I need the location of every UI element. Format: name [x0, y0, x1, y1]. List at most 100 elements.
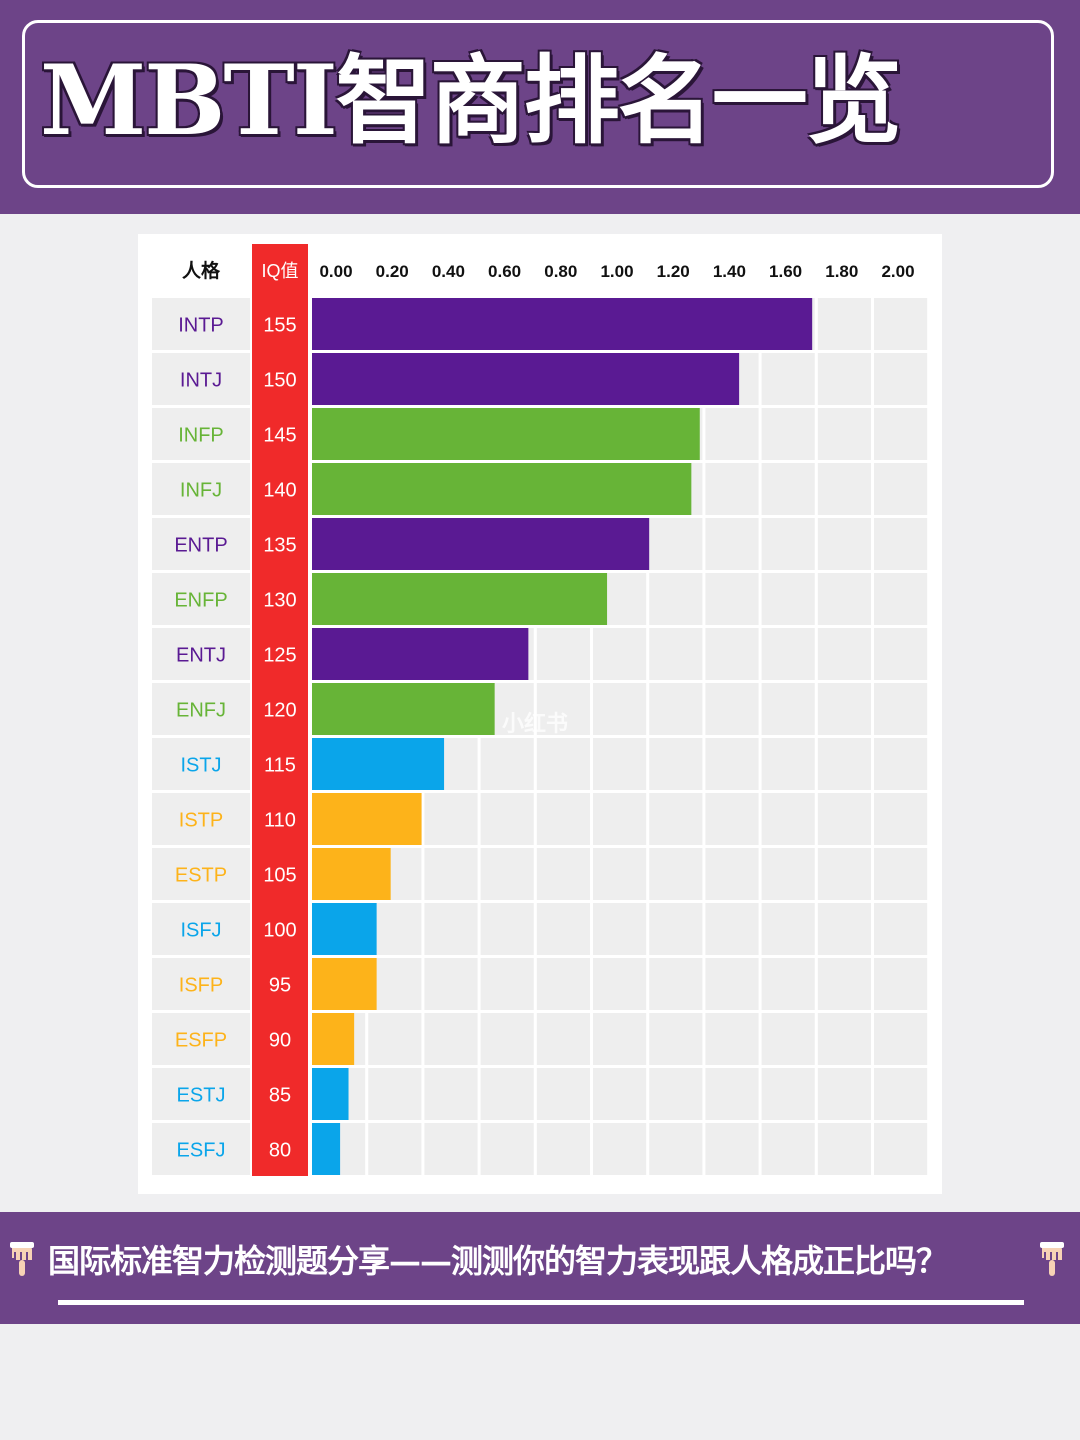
grid-cell: [536, 903, 590, 955]
type-label: ISTJ: [180, 755, 221, 777]
grid-cell: [593, 683, 647, 735]
grid-cell: [705, 903, 759, 955]
grid-cell: [705, 958, 759, 1010]
iq-label: 85: [269, 1085, 291, 1107]
grid-cell: [705, 738, 759, 790]
grid-cell: [536, 683, 590, 735]
grid-cell: [705, 683, 759, 735]
type-label: INFP: [178, 425, 224, 447]
grid-cell: [536, 738, 590, 790]
grid-cell: [817, 408, 871, 460]
type-cell: [152, 958, 250, 1010]
grid-cell: [817, 1013, 871, 1065]
grid-cell: [649, 848, 703, 900]
grid-cell: [368, 1068, 422, 1120]
type-cell: [152, 903, 250, 955]
grid-cell: [424, 1068, 478, 1120]
grid-cell: [817, 353, 871, 405]
type-cell: [152, 408, 250, 460]
type-cell: [152, 793, 250, 845]
chart-card: 人格 IQ值 0.00 0.20 0.40 0.60 0.80 1.00 1.20 1.40 1.6…: [138, 234, 942, 1194]
type-cell: [152, 1123, 250, 1175]
grid-cell: [593, 1013, 647, 1065]
grid-cell: [705, 628, 759, 680]
footer-band: [0, 1212, 1080, 1324]
type-cell: [152, 1068, 250, 1120]
grid-cell: [593, 958, 647, 1010]
grid-cell: [480, 1013, 534, 1065]
grid-cell: [705, 463, 759, 515]
bar-istp: [312, 793, 422, 845]
iq-label: 120: [263, 700, 296, 722]
grid-cell: [705, 518, 759, 570]
iq-label: 125: [263, 645, 296, 667]
bar-infj: [312, 463, 692, 515]
iq-label: 145: [263, 425, 296, 447]
type-cell: [152, 353, 250, 405]
iq-label: 150: [263, 370, 296, 392]
type-label: INTJ: [180, 370, 222, 392]
grid-cell: [649, 1123, 703, 1175]
type-label: ESFP: [175, 1030, 227, 1052]
grid-cell: [424, 903, 478, 955]
type-label: ENTP: [174, 535, 227, 557]
type-label: INFJ: [180, 480, 222, 502]
grid-cell: [817, 573, 871, 625]
grid-cell: [536, 1013, 590, 1065]
grid-cell: [536, 848, 590, 900]
grid-cell: [536, 628, 590, 680]
grid-cell: [874, 903, 928, 955]
grid-cell: [649, 518, 703, 570]
grid-cell: [480, 1068, 534, 1120]
grid-cell: [761, 793, 815, 845]
grid-cell: [536, 1068, 590, 1120]
grid-cell: [536, 793, 590, 845]
iq-column-bg: [252, 244, 308, 1176]
bar-esfj: [312, 1123, 341, 1175]
grid-cell: [649, 1068, 703, 1120]
grid-cell: [705, 1123, 759, 1175]
grid-cell: [368, 1013, 422, 1065]
type-cell: [152, 463, 250, 515]
grid-cell: [761, 628, 815, 680]
x-tick-label: 1.60: [769, 262, 802, 281]
bar-estj: [312, 1068, 349, 1120]
grid-cell: [705, 793, 759, 845]
grid-cell: [761, 958, 815, 1010]
grid-cell: [593, 1068, 647, 1120]
type-label: ENFJ: [176, 700, 226, 722]
grid-cell: [817, 903, 871, 955]
bar-enfj: [312, 683, 495, 735]
type-cell: [152, 298, 250, 350]
grid-cell: [593, 738, 647, 790]
iq-label: 95: [269, 975, 291, 997]
iq-label: 90: [269, 1030, 291, 1052]
grid-cell: [424, 958, 478, 1010]
type-cell: [152, 628, 250, 680]
grid-cell: [761, 463, 815, 515]
grid-cell: [761, 903, 815, 955]
pointing-down-hand-icon: [10, 1242, 34, 1276]
iq-bar-chart: 人格 IQ值 0.00 0.20 0.40 0.60 0.80 1.00 1.20 1.40 1.6…: [152, 244, 928, 1176]
grid-cell: [368, 1123, 422, 1175]
grid-cell: [817, 518, 871, 570]
header-type: 人格: [182, 259, 221, 282]
grid-cell: [593, 1123, 647, 1175]
grid-cell: [817, 848, 871, 900]
iq-label: 110: [264, 810, 296, 832]
grid-cell: [480, 738, 534, 790]
grid-cell: [480, 793, 534, 845]
grid-cell: [817, 683, 871, 735]
type-cell: [152, 683, 250, 735]
bar-estp: [312, 848, 391, 900]
grid-cell: [817, 793, 871, 845]
bar-entj: [312, 628, 529, 680]
grid-cell: [649, 903, 703, 955]
grid-cell: [874, 738, 928, 790]
x-tick-label: 1.00: [600, 262, 633, 281]
type-label: ESFJ: [177, 1140, 226, 1162]
page-title: MBTI智商排名一览: [40, 44, 902, 157]
iq-label: 105: [263, 865, 296, 887]
grid-cell: [874, 958, 928, 1010]
bar-infp: [312, 408, 700, 460]
